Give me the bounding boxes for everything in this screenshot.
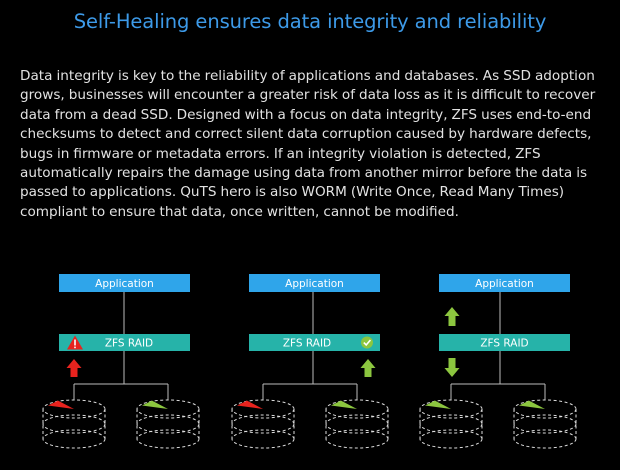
application-label: Application	[475, 278, 534, 290]
application-box	[59, 274, 190, 292]
disk-healthy	[513, 399, 577, 449]
zfs-raid-label: ZFS RAID	[480, 338, 528, 350]
disk-healthy	[325, 399, 389, 449]
description-paragraph: Data integrity is key to the reliability…	[20, 68, 596, 220]
warning-icon	[67, 335, 83, 350]
application-box	[249, 274, 380, 292]
application-label: Application	[95, 278, 154, 290]
disk-healthy	[136, 399, 200, 449]
arrow-down-icon	[444, 358, 460, 377]
diagram-panel-2: Application ZFS RAID	[231, 274, 389, 449]
self-healing-diagram: Application ZFS RAID	[42, 274, 577, 449]
disk-healthy	[419, 399, 483, 449]
arrow-up-icon	[360, 359, 376, 377]
zfs-raid-box	[439, 334, 570, 351]
zfs-raid-label: ZFS RAID	[105, 338, 153, 350]
disk-corrupted	[231, 399, 295, 449]
check-icon	[361, 336, 373, 349]
arrow-up-icon	[66, 359, 82, 377]
zfs-raid-box	[249, 334, 380, 351]
application-label: Application	[285, 278, 344, 290]
diagram-panel-1: Application ZFS RAID	[42, 274, 200, 449]
zfs-raid-label: ZFS RAID	[283, 338, 331, 350]
application-box	[439, 274, 570, 292]
diagram-panel-3: Application ZFS RAID	[419, 274, 577, 449]
arrow-up-icon	[444, 307, 460, 326]
zfs-raid-box	[59, 334, 190, 351]
disk-corrupted	[42, 399, 106, 449]
page-title: Self-Healing ensures data integrity and …	[73, 10, 547, 33]
